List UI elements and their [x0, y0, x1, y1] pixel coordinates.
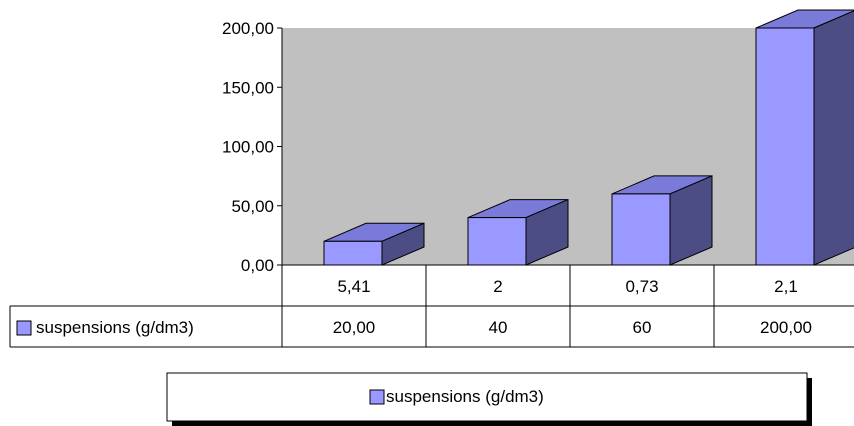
x-category-label: 2	[493, 277, 502, 296]
y-tick-label: 50,00	[231, 197, 274, 216]
y-axis-ticks: 0,00 50,00 100,00 150,00 200,00	[222, 19, 282, 275]
y-tick-label: 150,00	[222, 78, 274, 97]
x-category-label: 0,73	[625, 277, 658, 296]
legend-swatch	[369, 389, 385, 405]
bar-side	[813, 10, 854, 266]
legend-label: suspensions (g/dm3)	[386, 387, 544, 406]
table-series-swatch	[16, 320, 32, 336]
table-value-cell: 60	[633, 318, 652, 337]
legend-box	[166, 372, 808, 422]
bar-front	[611, 193, 671, 266]
bar-front	[467, 217, 527, 266]
bar-front	[323, 240, 383, 266]
x-category-label: 2,1	[774, 277, 798, 296]
bar	[611, 175, 713, 266]
y-tick-label: 200,00	[222, 19, 274, 38]
table-value-cell: 40	[489, 318, 508, 337]
table-series-name: suspensions (g/dm3)	[36, 318, 194, 337]
bar-front	[755, 27, 815, 266]
bar	[467, 198, 569, 266]
bar	[755, 9, 854, 266]
legend: suspensions (g/dm3)	[166, 372, 812, 426]
x-category-label: 5,41	[337, 277, 370, 296]
table-value-cell: 20,00	[333, 318, 376, 337]
data-table: suspensions (g/dm3) 5,41 20,00 2 40 0,73 60 2,…	[9, 264, 854, 348]
y-tick-label: 0,00	[241, 256, 274, 275]
table-value-cell: 200,00	[760, 318, 812, 337]
bar	[323, 222, 425, 266]
bar-series	[323, 9, 854, 266]
y-tick-label: 100,00	[222, 138, 274, 157]
